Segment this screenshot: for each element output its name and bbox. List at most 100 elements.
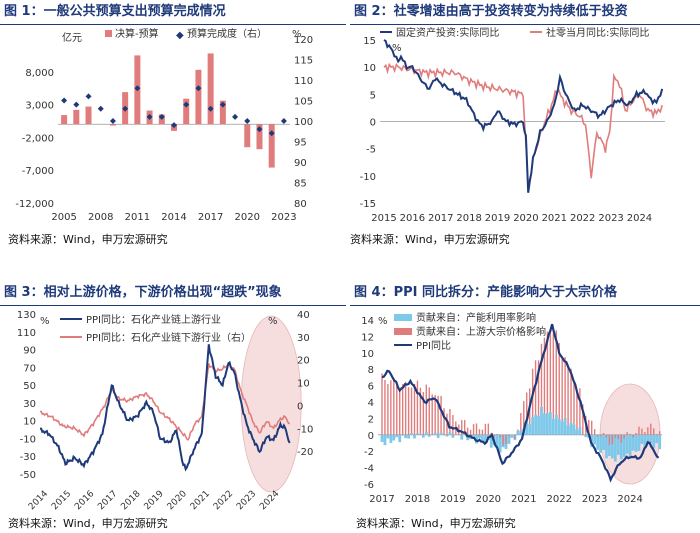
chart-4-capacity-bar [398, 434, 402, 443]
chart-4-y-tick: 0 [368, 431, 374, 442]
chart-4-capacity-bar [478, 434, 481, 439]
chart-4-capacity-bar [616, 434, 620, 455]
chart-1-right-unit: % [292, 29, 302, 40]
chart-1-bar [73, 109, 80, 125]
chart-4-capacity-bar [495, 434, 499, 448]
chart-1-bar [207, 53, 214, 125]
chart-4-x-tick: 2019 [440, 494, 465, 505]
chart-3-left-tick: 130 [17, 310, 36, 321]
chart-4-commodity-bar [416, 380, 419, 434]
chart-4-commodity-bar [475, 423, 478, 435]
chart-4-capacity-bar [395, 434, 399, 438]
chart-4-capacity-bar [531, 417, 535, 435]
chart-3-right-tick: 40 [297, 310, 310, 321]
chart-4-commodity-bar [582, 404, 584, 435]
chart-3-downstream-line [40, 361, 291, 441]
chart-1-bar [85, 106, 92, 125]
chart-4-commodity-bar [425, 384, 428, 432]
chart-3-x-tick: 2017 [96, 489, 119, 511]
chart-3-x-tick: 2015 [50, 489, 73, 511]
chart-4-commodity-bar [653, 428, 655, 435]
chart-4-capacity-bar [602, 434, 605, 451]
chart-1-svg: 亿元 % 决算-预算 ◆ 预算完成度（右） 8,000 3,000 -2,000 -7,000 -… [15, 27, 313, 223]
chart-4-y-tick: 14 [361, 316, 374, 327]
chart-4-commodity-bar [464, 420, 466, 435]
chart-4-x-tick: 2020 [476, 494, 501, 505]
chart-3-legend-up-label: PPI同比：石化产业链上游行业 [86, 313, 221, 326]
chart-2-legend-retail-label: 社零当月同比:实际同比 [546, 26, 649, 39]
chart-1-bar [183, 98, 190, 125]
chart-2-x-tick: 2019 [485, 213, 510, 224]
chart-2-y-tick: 0 [370, 118, 376, 129]
chart-3-right-tick: -20 [297, 447, 313, 458]
chart-4-capacity-bar [413, 434, 416, 439]
chart-4-commodity-bar [399, 389, 401, 435]
chart-4-capacity-bar [383, 434, 387, 446]
chart-1-completion-marker [256, 126, 263, 133]
chart-3-right-tick: 10 [297, 379, 310, 390]
chart-4-commodity-bar [614, 434, 617, 438]
chart-4-capacity-bar [625, 434, 629, 454]
chart-1-completion-marker [183, 101, 190, 108]
chart-4-commodity-bar [647, 427, 649, 435]
chart-3-right-tick: -10 [297, 424, 313, 435]
chart-3-title-rule [0, 305, 346, 306]
chart-2-x-tick: 2017 [428, 213, 453, 224]
chart-4-capacity-bar [460, 434, 464, 440]
chart-4-commodity-bar [469, 429, 472, 435]
chart-4-commodity-bar [558, 343, 560, 419]
chart-4-source: 资料来源：Wind，申万宏源研究 [356, 517, 516, 530]
chart-3-left-tick: 30 [23, 399, 36, 410]
chart-4-capacity-bar [516, 430, 520, 435]
chart-4-capacity-bar [605, 434, 608, 459]
chart-2-x-tick: 2020 [513, 213, 538, 224]
chart-4-commodity-bar [422, 392, 425, 435]
chart-4-commodity-bar [629, 433, 631, 435]
chart-4-commodity-bar [404, 381, 407, 435]
chart-4-commodity-bar [599, 434, 602, 437]
chart-4-commodity-bar [549, 329, 552, 412]
chart-4-x-tick: 2022 [546, 494, 571, 505]
chart-4-commodity-bar [461, 420, 463, 435]
chart-4-commodity-bar [472, 424, 475, 435]
chart-4-capacity-bar [519, 430, 523, 435]
chart-4-capacity-bar [410, 433, 413, 435]
chart-1-source: 资料来源：Wind，申万宏源研究 [8, 233, 168, 246]
chart-4-capacity-bar [386, 434, 390, 439]
chart-4-commodity-bar [466, 427, 469, 435]
chart-4-commodity-bar [396, 385, 398, 435]
chart-4-capacity-bar [528, 424, 532, 435]
chart-4-capacity-bar [451, 434, 455, 438]
chart-4-capacity-bar [546, 413, 549, 435]
chart-4-capacity-bar [433, 432, 437, 435]
chart-3-x-tick: 2016 [73, 489, 96, 511]
chart-4-commodity-bar [658, 431, 661, 435]
chart-2-y-tick: -15 [360, 199, 376, 210]
chart-1-legend-bar-label: 决算-预算 [115, 27, 159, 40]
chart-4-commodity-bar [384, 379, 386, 435]
chart-1-completion-marker [97, 105, 104, 112]
chart-4-legend-commodity-label: 贡献来自：上游大宗价格影响 [416, 325, 546, 338]
chart-3-left-tick: 90 [23, 346, 36, 357]
chart-1-left-tick: -2,000 [22, 133, 54, 144]
chart-3-left-tick: 110 [17, 328, 36, 339]
chart-2-title: 图 2：社零增速由高于投资转变为持续低于投资 [354, 4, 628, 19]
chart-4-capacity-bar [646, 434, 650, 442]
chart-1-left-tick: -7,000 [22, 166, 54, 177]
chart-1-completion-marker [207, 105, 214, 112]
chart-1-right-tick: 120 [294, 35, 313, 46]
chart-1-completion-marker [73, 101, 80, 108]
chart-2-retail-line [383, 62, 663, 188]
chart-4-commodity-bar [440, 395, 442, 433]
chart-4-capacity-bar [634, 434, 638, 452]
chart-3-left-tick: -10 [20, 434, 36, 445]
chart-4-commodity-bar [490, 432, 492, 435]
chart-3-right-tick: 0 [297, 401, 303, 412]
chart-1-completion-marker [219, 101, 226, 108]
chart-4-capacity-bar [658, 434, 662, 450]
chart-4-capacity-bar [551, 418, 555, 435]
chart-4-capacity-bar [593, 434, 597, 445]
chart-3-x-tick: 2014 [27, 489, 50, 511]
chart-2-x-tick: 2022 [570, 213, 595, 224]
chart-4-commodity-bar [458, 424, 460, 435]
